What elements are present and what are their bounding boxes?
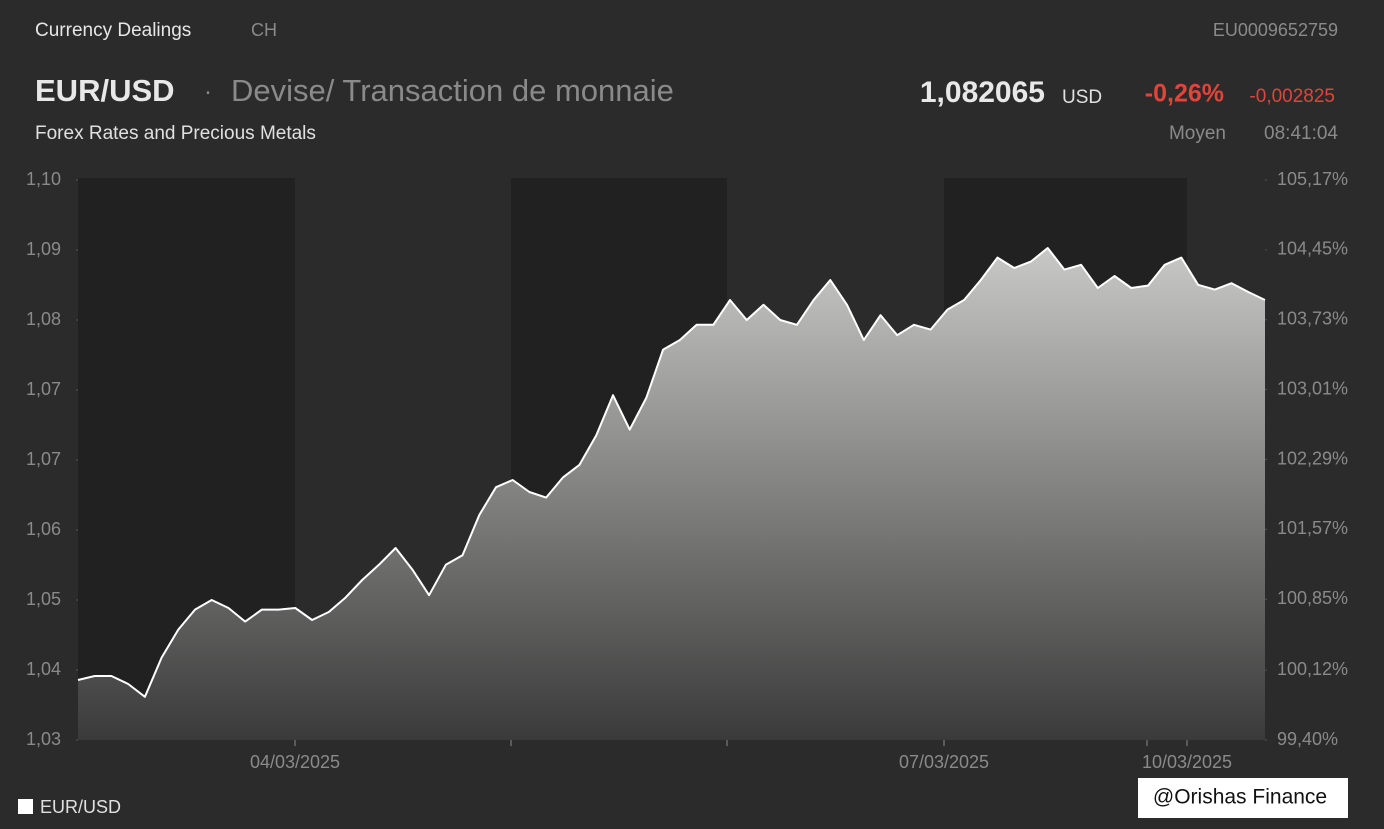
y2-tick-label: 104,45% (1277, 239, 1348, 259)
legend-label: EUR/USD (40, 797, 121, 817)
area (78, 248, 1265, 740)
x-tick-label: 04/03/2025 (250, 752, 340, 772)
x-tick-label: 10/03/2025 (1142, 752, 1232, 772)
y-tick-label: 1,08 (26, 309, 61, 329)
price: 1,082065 (920, 76, 1045, 109)
x-tick-label: 07/03/2025 (899, 752, 989, 772)
watermark-box (1138, 778, 1348, 818)
y2-tick-label: 103,73% (1277, 309, 1348, 329)
separator: · (204, 78, 212, 105)
y-tick-label: 1,06 (26, 519, 61, 539)
y-tick-label: 1,05 (26, 589, 61, 609)
y-tick-label: 1,09 (26, 239, 61, 259)
y2-tick-label: 99,40% (1277, 729, 1338, 749)
price-type: Moyen (1169, 123, 1226, 144)
y-tick-label: 1,07 (26, 449, 61, 469)
y-tick-label: 1,07 (26, 379, 61, 399)
watermark: @Orishas Finance (1153, 786, 1327, 809)
market: Forex Rates and Precious Metals (35, 123, 316, 144)
y2-tick-label: 102,29% (1277, 448, 1348, 468)
country: CH (251, 20, 277, 40)
category: Currency Dealings (35, 20, 191, 41)
y2-tick-label: 100,85% (1277, 588, 1348, 608)
y2-tick-label: 100,12% (1277, 659, 1348, 679)
legend-swatch (18, 799, 33, 814)
y2-tick-label: 105,17% (1277, 169, 1348, 189)
time: 08:41:04 (1264, 123, 1338, 144)
y2-tick-label: 101,57% (1277, 518, 1348, 538)
symbol: EUR/USD (35, 73, 175, 108)
change-pct: -0,26% (1145, 80, 1224, 108)
line (77, 247, 1266, 698)
y-tick-label: 1,10 (26, 169, 61, 189)
currency: USD (1062, 87, 1102, 108)
change-abs: -0,002825 (1249, 86, 1335, 107)
y2-tick-label: 103,01% (1277, 378, 1348, 398)
y-tick-label: 1,03 (26, 729, 61, 749)
y-tick-label: 1,04 (26, 659, 61, 679)
isin: EU0009652759 (1213, 20, 1338, 40)
description: Devise/ Transaction de monnaie (231, 73, 674, 108)
